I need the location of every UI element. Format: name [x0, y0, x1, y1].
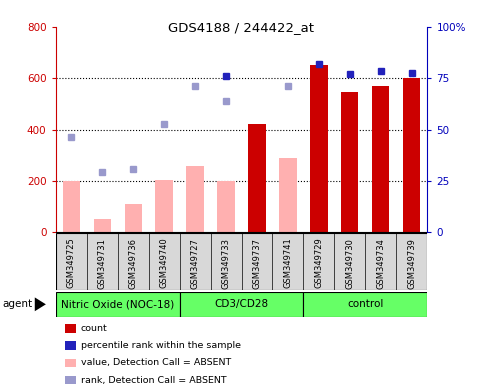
Bar	[186, 166, 203, 232]
Text: GSM349725: GSM349725	[67, 238, 75, 288]
Bar	[62, 181, 80, 232]
Bar	[65, 376, 76, 384]
Bar	[65, 324, 76, 333]
Bar	[303, 292, 427, 317]
Text: GSM349729: GSM349729	[314, 238, 324, 288]
Text: GSM349737: GSM349737	[253, 238, 261, 289]
Text: GSM349739: GSM349739	[408, 238, 416, 288]
Bar	[180, 292, 303, 317]
Bar	[217, 181, 235, 232]
Bar	[311, 65, 327, 232]
Text: agent: agent	[2, 299, 32, 310]
Text: GSM349733: GSM349733	[222, 238, 230, 289]
Text: percentile rank within the sample: percentile rank within the sample	[81, 341, 241, 350]
Bar	[94, 220, 111, 232]
Text: GSM349727: GSM349727	[190, 238, 199, 288]
Bar	[65, 341, 76, 350]
Text: GSM349736: GSM349736	[128, 238, 138, 289]
Bar	[372, 86, 389, 232]
Text: GDS4188 / 244422_at: GDS4188 / 244422_at	[169, 21, 314, 34]
Bar	[156, 180, 172, 232]
Bar	[125, 204, 142, 232]
Bar	[280, 158, 297, 232]
Bar	[65, 359, 76, 367]
Text: rank, Detection Call = ABSENT: rank, Detection Call = ABSENT	[81, 376, 227, 384]
Text: value, Detection Call = ABSENT: value, Detection Call = ABSENT	[81, 358, 231, 367]
Text: GSM349734: GSM349734	[376, 238, 385, 288]
Text: GSM349731: GSM349731	[98, 238, 107, 288]
Text: count: count	[81, 324, 107, 333]
Polygon shape	[35, 298, 46, 311]
Bar	[403, 78, 421, 232]
Bar	[341, 93, 358, 232]
Text: GSM349730: GSM349730	[345, 238, 355, 288]
Bar	[56, 292, 180, 317]
Text: Nitric Oxide (NOC-18): Nitric Oxide (NOC-18)	[61, 299, 174, 310]
Bar	[248, 124, 266, 232]
Text: GSM349741: GSM349741	[284, 238, 293, 288]
Text: control: control	[347, 299, 384, 310]
Text: GSM349740: GSM349740	[159, 238, 169, 288]
Text: CD3/CD28: CD3/CD28	[214, 299, 269, 310]
